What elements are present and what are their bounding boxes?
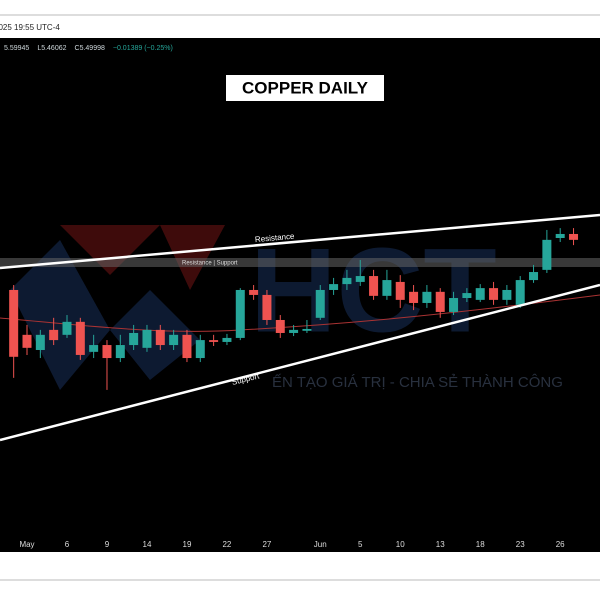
readout-value: 5.59945 (4, 45, 29, 52)
candle-body (169, 334, 179, 346)
candle-body (209, 340, 219, 342)
candle-body (542, 239, 552, 270)
x-tick-label: 9 (105, 540, 110, 549)
candle-body (355, 276, 365, 282)
candle-body (369, 276, 379, 296)
x-tick-label: 18 (476, 540, 485, 549)
candle-body (62, 321, 72, 335)
x-tick-label: 19 (183, 540, 192, 549)
candle-body (555, 233, 565, 238)
candle-body (142, 329, 152, 348)
x-tick-label: 22 (222, 540, 231, 549)
watermark: HCT ẾN TẠO GIÁ TRỊ - CHIA SẺ THÀNH CÔNG (10, 224, 563, 391)
candle-body (249, 289, 259, 295)
x-tick-label: May (19, 540, 34, 549)
candles (9, 228, 579, 390)
candle-body (49, 329, 59, 341)
readout-value: L5.46062 (37, 45, 66, 52)
candle-body (275, 319, 285, 333)
candle-body (9, 289, 19, 357)
watermark-slogan: ẾN TẠO GIÁ TRỊ - CHIA SẺ THÀNH CÔNG (272, 374, 563, 391)
x-tick-label: Jun (314, 540, 327, 549)
candle-body (22, 334, 32, 348)
candle-body (449, 298, 459, 312)
candle-body (342, 277, 352, 285)
candle-body (182, 334, 192, 359)
logo-shape (10, 240, 110, 390)
readout-value: −0.01389 (−0.25%) (113, 45, 173, 52)
moving-average (0, 294, 600, 332)
candle-body (569, 233, 579, 240)
candle-body (395, 281, 405, 300)
candle-body (382, 280, 392, 296)
candle-body (422, 291, 432, 303)
candle-body (115, 345, 125, 359)
candle-body (475, 288, 485, 300)
candle-body (409, 291, 419, 303)
readout-value: C5.49998 (75, 45, 105, 52)
x-tick-label: 13 (436, 540, 445, 549)
candle-body (262, 294, 272, 320)
title-box (224, 73, 386, 103)
candle-body (435, 291, 445, 312)
candle-body (89, 345, 99, 352)
candle-body (129, 332, 139, 346)
logo-shape (110, 290, 200, 380)
candle-body (222, 337, 232, 342)
candle-body (502, 289, 512, 300)
candle-body (35, 334, 45, 350)
candle-body (302, 328, 312, 331)
candle-body (315, 289, 325, 318)
candle-body (235, 289, 245, 338)
support-line (0, 283, 600, 442)
plot-area (0, 38, 600, 552)
x-tick-label: 10 (396, 540, 405, 549)
logo-shape (60, 225, 160, 275)
zone-label: Resistance | Support (182, 261, 238, 267)
candle-body (515, 280, 525, 305)
candle-body (102, 345, 112, 359)
resistance-line (0, 213, 600, 270)
x-tick-label: 14 (143, 540, 152, 549)
candle-body (155, 329, 165, 346)
candle-body (195, 340, 205, 359)
logo-shape (160, 225, 225, 290)
candle-body (462, 293, 472, 299)
resistance-label: Resistance (255, 232, 296, 244)
candle-body (329, 284, 339, 290)
x-tick-label: 5 (358, 540, 363, 549)
x-tick-label: 23 (516, 540, 525, 549)
x-tick-label: 6 (65, 540, 70, 549)
timestamp: 2025 19:55 UTC-4 (0, 23, 60, 32)
x-tick-label: 27 (262, 540, 271, 549)
zone-band (0, 258, 600, 267)
candle-body (75, 321, 85, 355)
candle-body (289, 329, 299, 333)
candle-body (489, 288, 499, 300)
chart-title: COPPER DAILY (242, 78, 369, 97)
readout: 5.59945 L5.46062 C5.49998 −0.01389 (−0.25%) (4, 45, 173, 52)
x-tick-label: 26 (556, 540, 565, 549)
candle-body (529, 272, 539, 281)
